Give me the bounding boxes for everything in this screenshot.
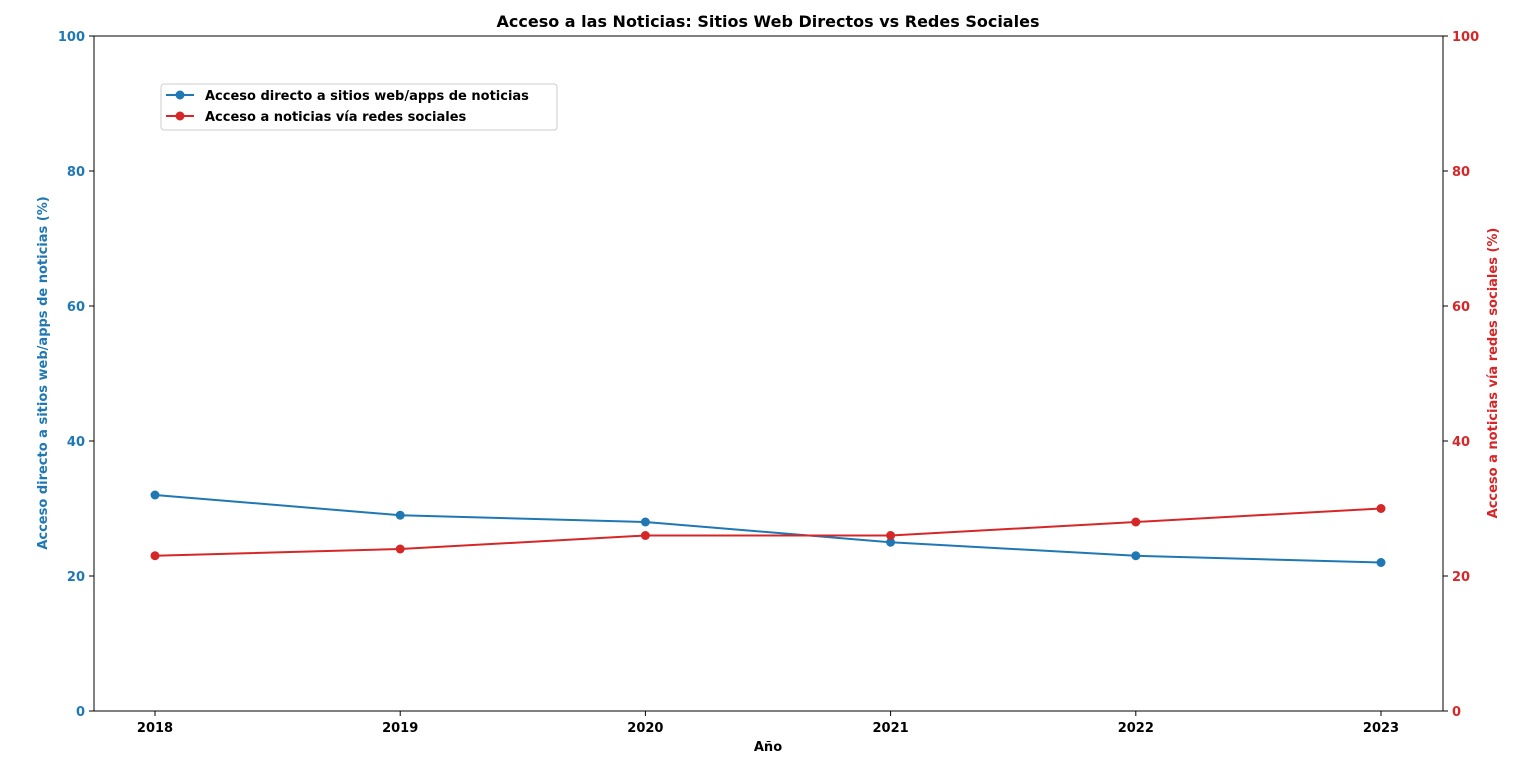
series-line-2 (154, 507, 1382, 557)
right-y-tick-label: 20 (1452, 570, 1470, 585)
data-point-series-1 (1376, 558, 1386, 567)
x-tick-label: 2021 (873, 721, 909, 736)
legend: Acceso directo a sitios web/apps de noti… (160, 83, 558, 131)
left-y-tick-label: 80 (67, 165, 85, 180)
left-y-tick-label: 60 (67, 300, 85, 315)
plot-frame (93, 35, 1444, 712)
left-y-tick-label: 100 (58, 30, 85, 45)
data-point-series-1 (150, 490, 160, 500)
x-tick-label: 2023 (1363, 721, 1399, 736)
left-y-axis-label: Acceso directo a sitios web/apps de noti… (36, 196, 51, 549)
data-point-series-2 (886, 531, 896, 540)
right-y-tick-label: 80 (1452, 165, 1470, 180)
left-y-tick-label: 40 (67, 435, 85, 450)
left-y-tick-label: 20 (67, 570, 85, 585)
data-point-series-2 (1131, 517, 1141, 527)
right-y-tick-label: 60 (1452, 300, 1470, 315)
right-y-tick-label: 0 (1452, 705, 1461, 720)
data-point-series-2 (1376, 504, 1386, 513)
right-y-axis-label: Acceso a noticias vía redes sociales (%) (1486, 228, 1501, 519)
data-point-series-1 (1131, 551, 1141, 561)
x-axis-label: Año (754, 740, 782, 755)
data-point-series-1 (395, 510, 405, 520)
left-y-tick-label: 0 (76, 705, 85, 720)
data-point-series-1 (640, 517, 650, 527)
legend-marker-series-2 (175, 111, 185, 121)
legend-entries: Acceso directo a sitios web/apps de noti… (166, 89, 529, 125)
right-y-tick-label: 100 (1452, 30, 1479, 45)
x-tick-label: 2020 (627, 721, 663, 736)
legend-label-series-1: Acceso directo a sitios web/apps de noti… (205, 89, 529, 104)
right-y-tick-label: 40 (1452, 435, 1470, 450)
x-tick-label: 2019 (382, 721, 418, 736)
legend-label-series-2: Acceso a noticias vía redes sociales (205, 110, 467, 125)
x-tick-label: 2022 (1118, 721, 1154, 736)
data-point-series-1 (886, 537, 896, 547)
x-tick-label: 2018 (137, 721, 173, 736)
data-point-series-2 (395, 544, 405, 554)
legend-marker-series-1 (175, 90, 185, 100)
series-line-1 (154, 494, 1382, 564)
series-layer (150, 490, 1386, 567)
legend-box (160, 83, 558, 131)
data-point-series-2 (150, 551, 160, 561)
chart-title: Acceso a las Noticias: Sitios Web Direct… (497, 12, 1040, 31)
data-point-series-2 (640, 531, 650, 540)
